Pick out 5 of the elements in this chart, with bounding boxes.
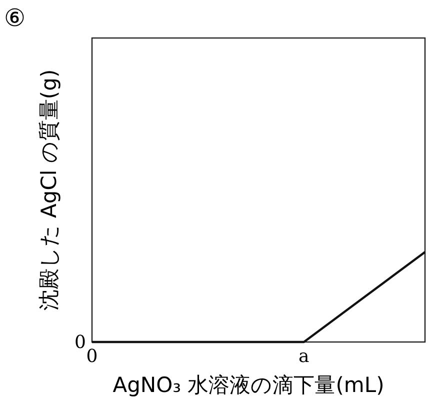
x-axis-title: AgNO₃ 水溶液の滴下量(mL)	[112, 373, 384, 397]
annotation: 0	[74, 332, 86, 353]
y-axis-title: 沈殿した AgCl の質量(g)	[37, 69, 61, 311]
text: ⑥	[4, 4, 26, 32]
x-tick-label: a	[298, 346, 310, 367]
